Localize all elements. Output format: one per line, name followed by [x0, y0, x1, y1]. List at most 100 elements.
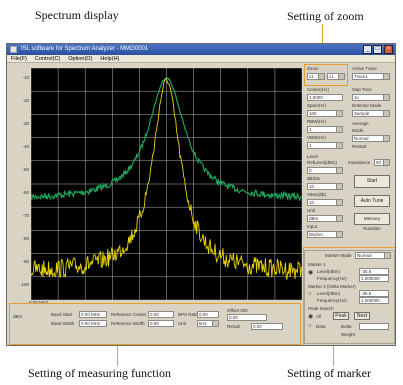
measuring-callout-line: [117, 343, 118, 366]
rbw-label: RBW(Hz): [307, 119, 326, 124]
weight-label: Weight: [341, 332, 355, 337]
bps-rate-value[interactable]: 0.00: [197, 311, 219, 318]
close-button[interactable]: ×: [384, 45, 393, 54]
scale-label: dB/Div: [307, 176, 321, 181]
input-label: Input: [307, 224, 318, 229]
band-width-value[interactable]: 0.00 MHz: [79, 320, 107, 327]
y-label: -20: [22, 98, 29, 103]
vbw-select[interactable]: 1: [307, 142, 343, 149]
menu-file[interactable]: File(F): [11, 56, 27, 62]
unit-label: Unit: [307, 208, 316, 213]
measuring-panel: 0.00 MHz dBm Band Start 0.00 MHz Band Wi…: [11, 300, 301, 344]
unit-select[interactable]: kHz: [197, 320, 219, 327]
y-label: -100: [19, 282, 29, 287]
menu-help[interactable]: Help(H): [100, 56, 120, 62]
next-button[interactable]: Next: [354, 312, 370, 320]
level-label: Level: [307, 154, 318, 159]
restart-label[interactable]: Restart: [352, 144, 367, 149]
bottom-top-code: 0.00 MHz: [29, 300, 49, 305]
peak-all-label: All: [316, 314, 322, 319]
start-button[interactable]: Start: [354, 175, 390, 188]
y-label: -40: [22, 144, 29, 149]
mode-select[interactable]: Normal: [352, 135, 390, 142]
callout-setting-of-marker: Setting of marker: [287, 366, 371, 380]
marker2-level-value: -35.5: [359, 290, 389, 297]
marker1-freq-value: 1.000000: [359, 275, 389, 282]
marker-callout-line: [333, 343, 334, 366]
bps-rate-label: BPS Rate: [178, 312, 198, 317]
atten-select[interactable]: 10: [307, 199, 343, 206]
memory-function-button[interactable]: Memory Function: [354, 213, 390, 231]
ref-level-label: RefLevel(dBm): [307, 160, 338, 165]
span-label: Span(Hz): [307, 103, 327, 108]
marker-mode-label: Marker Mode: [325, 253, 352, 258]
yellow-trace: [31, 77, 302, 281]
maximize-button[interactable]: □: [373, 45, 382, 54]
marker2-freq-value: 1.000000: [359, 297, 389, 304]
sweep-time-label: Swp Time: [352, 87, 372, 92]
offset-label: Offset 300: [227, 308, 248, 313]
center-input[interactable]: 1.0000: [307, 94, 343, 101]
impedance-label: Impedance: [348, 160, 371, 165]
window-title: ISL software for Spectrum Analyzer - MMG…: [21, 46, 149, 52]
measuring-highlight-box: [9, 303, 301, 345]
menu-option[interactable]: Option(O): [68, 56, 93, 62]
peak-button[interactable]: Peak: [333, 312, 349, 320]
band-width-label: Band Width: [51, 321, 75, 326]
ref-width-value[interactable]: 0.00: [148, 320, 174, 327]
result-label: Result: [227, 324, 240, 329]
zoom-label: Zoom: [307, 66, 319, 71]
rbw-select[interactable]: 1: [307, 126, 343, 133]
minimize-button[interactable]: _: [363, 45, 372, 54]
ref-center-label: Reference Center: [111, 312, 147, 317]
delta-input[interactable]: [359, 323, 389, 330]
detector-select[interactable]: Sample: [352, 110, 390, 117]
data-radio[interactable]: ○: [308, 323, 312, 329]
marker2-radio[interactable]: ○: [308, 291, 312, 297]
y-label: -90: [22, 259, 29, 264]
atten-label: Atten(dB): [307, 192, 327, 197]
result-value: 0.00: [251, 323, 283, 330]
bottom-left-code: dBm: [13, 314, 23, 319]
offset-value[interactable]: 0.00: [227, 314, 267, 321]
peak-all-radio[interactable]: ◉: [308, 314, 314, 320]
auto-tune-button[interactable]: Auto Tune: [354, 195, 390, 207]
peak-search-label: Peak Search: [308, 306, 334, 311]
callout-setting-of-measuring-function: Setting of measuring function: [28, 366, 171, 380]
detector-label: Detector Mode: [352, 103, 382, 108]
vbw-label: VBW(Hz): [307, 135, 326, 140]
span-select[interactable]: 100: [307, 110, 343, 117]
impedance-select[interactable]: 50: [374, 159, 390, 166]
ref-level-select[interactable]: 0: [307, 167, 343, 174]
spectrum-display[interactable]: [31, 68, 302, 300]
marker-mode-select[interactable]: Normal: [355, 252, 391, 259]
zoom-left-select[interactable]: x1: [307, 73, 325, 80]
active-trace-label: Active Trace: [352, 66, 377, 71]
menu-control[interactable]: Control(C): [34, 56, 61, 62]
spectrum-plot: [31, 68, 302, 300]
data-label: Data: [316, 324, 326, 329]
input-select[interactable]: 50ohm: [307, 231, 343, 238]
band-start-value[interactable]: 0.00 MHz: [79, 311, 107, 318]
unit-select[interactable]: dBm: [307, 215, 343, 222]
scale-select[interactable]: 10: [307, 183, 343, 190]
marker1-radio[interactable]: ◉: [308, 270, 314, 276]
analyzer-window: ISL software for Spectrum Analyzer - MMG…: [6, 43, 396, 346]
marker1-label: Marker 1: [308, 262, 326, 267]
delta-label: Delta: [341, 324, 352, 329]
ref-width-label: Reference Width: [111, 321, 145, 326]
marker2-label: Marker 2 (Delta Marker): [308, 284, 356, 289]
marker1-freq-label: Frequency(Hz): [317, 276, 347, 281]
y-label: -30: [22, 121, 29, 126]
mode-label: Mode: [352, 128, 364, 133]
callout-setting-of-zoom: Setting of zoom: [287, 9, 364, 23]
y-label: -70: [22, 213, 29, 218]
marker2-level-label: Level(dBm): [317, 291, 341, 296]
active-trace-select[interactable]: Trace1: [352, 73, 390, 80]
zoom-right-select[interactable]: x1: [327, 73, 345, 80]
sweep-time-select[interactable]: 1s: [352, 94, 390, 101]
callout-spectrum-display: Spectrum display: [35, 8, 119, 22]
marker-highlight-box: [303, 247, 395, 345]
ref-center-value[interactable]: 0.00: [148, 311, 174, 318]
app-icon: [10, 46, 17, 53]
